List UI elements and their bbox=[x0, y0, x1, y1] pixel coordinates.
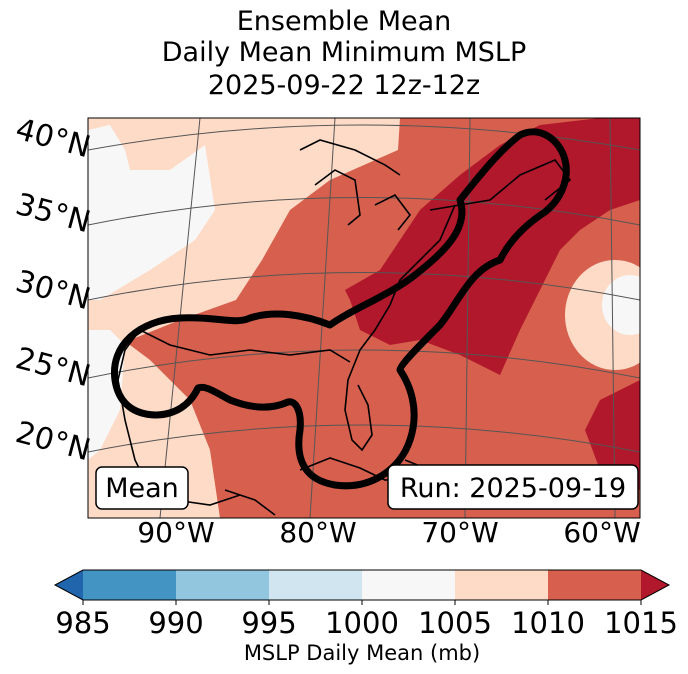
run-box-text: Run: 2025-09-19 bbox=[400, 473, 626, 504]
lon-label-70: 70°W bbox=[421, 516, 498, 549]
colorbar-bin-995-1000 bbox=[269, 570, 362, 600]
colorbar-tick-label-1010: 1010 bbox=[511, 606, 585, 640]
title-line-2: Daily Mean Minimum MSLP bbox=[161, 37, 527, 68]
lat-label-30: 30°N bbox=[12, 264, 94, 317]
map-frame bbox=[87, 117, 641, 519]
colorbar-tick-label-990: 990 bbox=[148, 606, 203, 640]
colorbar-bin-1010-1015 bbox=[548, 570, 641, 600]
colorbar-tick-label-1015: 1015 bbox=[604, 606, 678, 640]
colorbar-tick-label-985: 985 bbox=[55, 606, 110, 640]
title-line-1: Ensemble Mean bbox=[236, 6, 452, 37]
colorbar-under-arrow bbox=[55, 570, 83, 600]
map-panel bbox=[88, 118, 640, 518]
field-atlantic-high-inner bbox=[602, 275, 640, 335]
title-line-3: 2025-09-22 12z-12z bbox=[207, 70, 481, 101]
lat-label-25: 25°N bbox=[12, 341, 94, 394]
mean-box-text: Mean bbox=[105, 473, 179, 504]
colorbar-tick-label-1005: 1005 bbox=[418, 606, 492, 640]
colorbar: 985 990 995 1000 1005 1010 1015 bbox=[53, 569, 678, 640]
contour-outline bbox=[110, 128, 570, 490]
colorbar-bin-1000-1005 bbox=[362, 570, 455, 600]
lon-label-90: 90°W bbox=[137, 516, 214, 549]
lon-label-60: 60°W bbox=[563, 516, 640, 549]
colorbar-bin-985-990 bbox=[83, 570, 176, 600]
lon-label-80: 80°W bbox=[279, 516, 356, 549]
lat-label-20: 20°N bbox=[12, 415, 94, 468]
colorbar-over-arrow bbox=[641, 570, 669, 600]
field-over-1015-southeast bbox=[585, 380, 640, 490]
colorbar-tick-label-1000: 1000 bbox=[325, 606, 399, 640]
mean-box bbox=[95, 466, 189, 510]
colorbar-tick-label-995: 995 bbox=[241, 606, 296, 640]
colorbar-label: MSLP Daily Mean (mb) bbox=[244, 641, 480, 665]
run-box bbox=[387, 464, 639, 510]
lat-label-35: 35°N bbox=[12, 187, 94, 240]
coastlines bbox=[117, 139, 572, 516]
colorbar-bin-990-995 bbox=[176, 570, 269, 600]
field-1000-1005 bbox=[88, 125, 215, 300]
colorbar-bin-1005-1010 bbox=[455, 570, 548, 600]
lat-label-40: 40°N bbox=[12, 112, 94, 165]
